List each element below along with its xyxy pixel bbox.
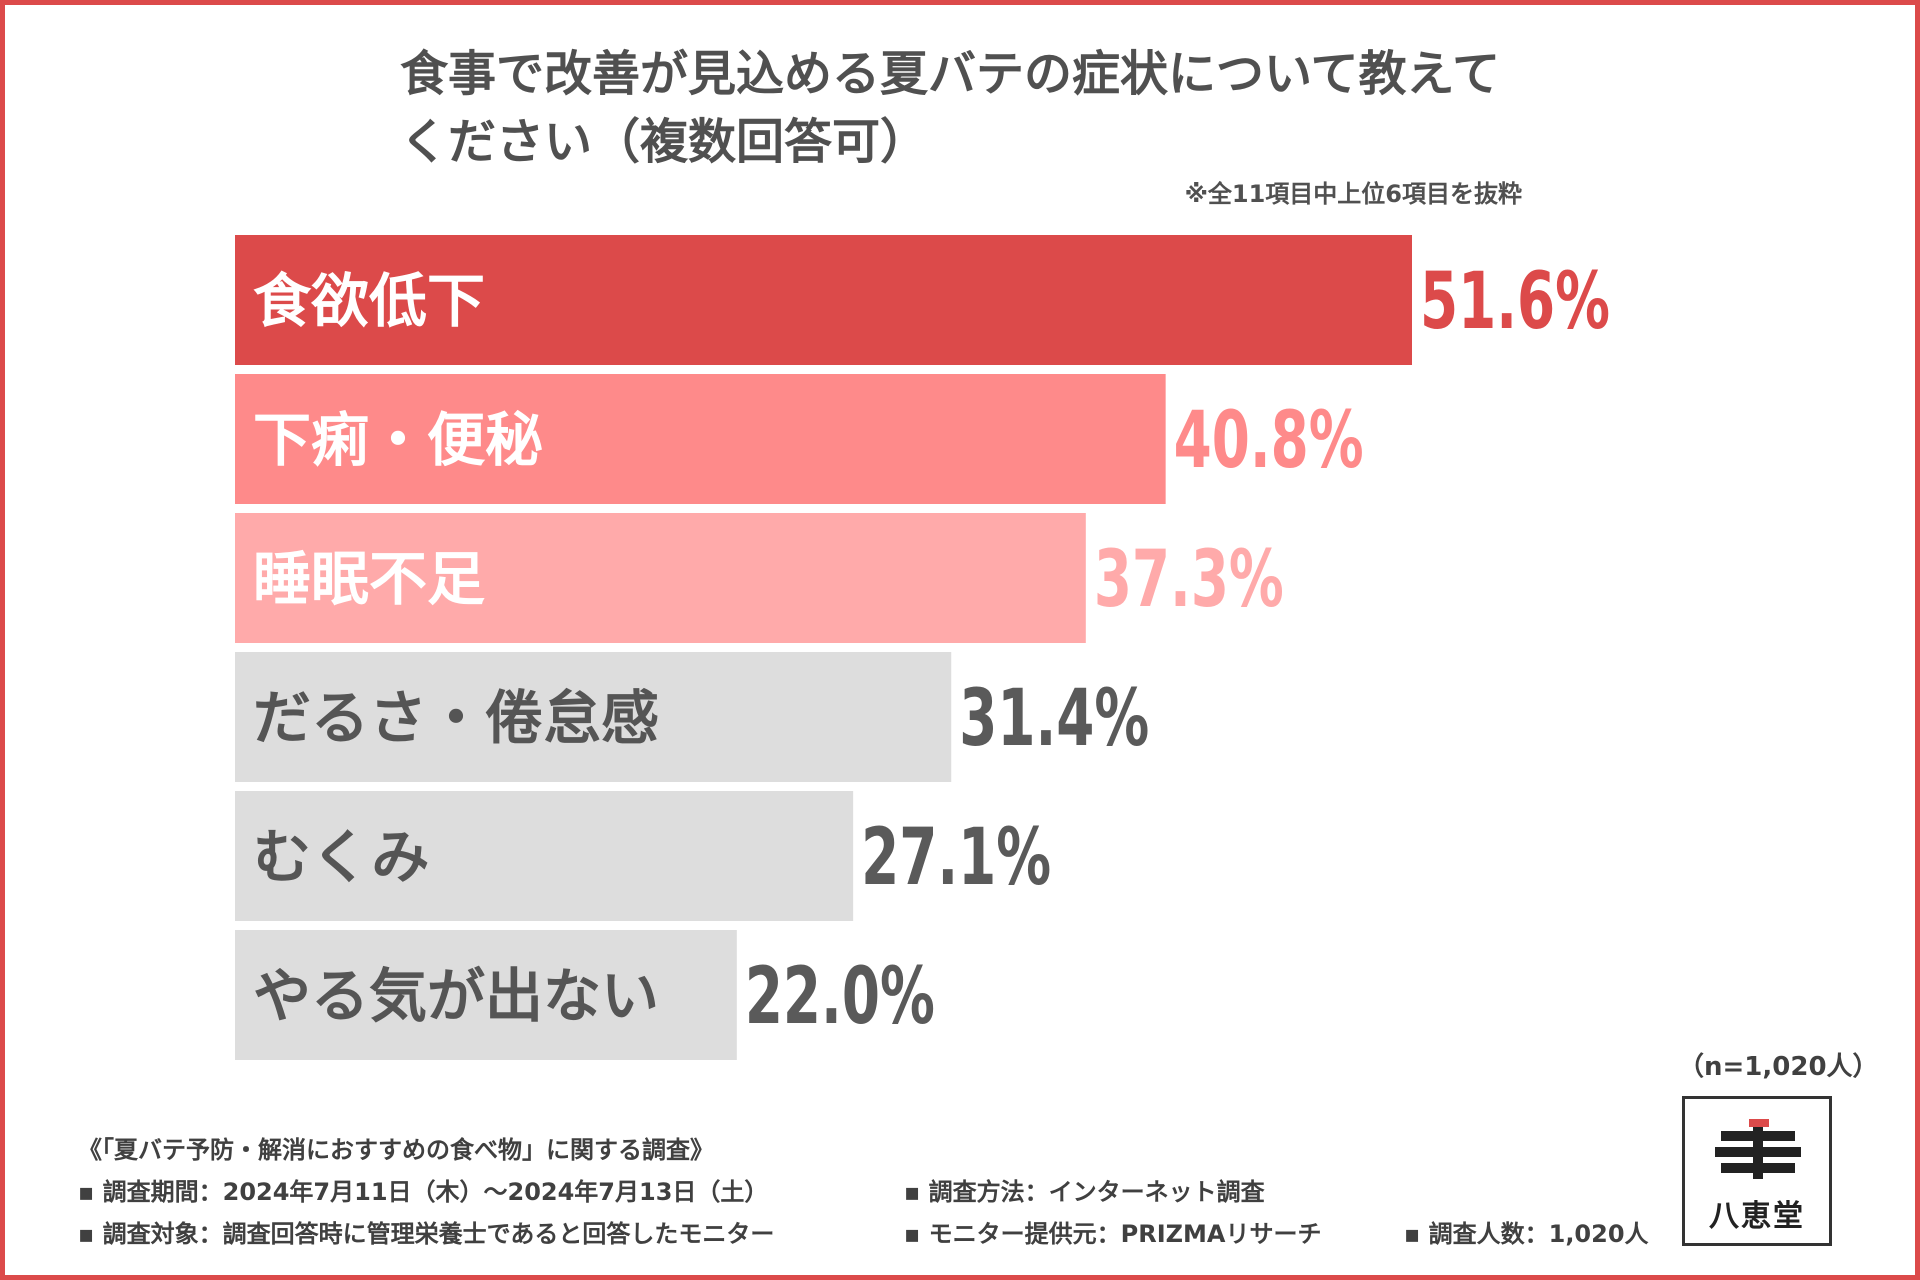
sample-size-label: （n=1,020人） [1678, 1052, 1879, 1082]
category-label-3: 睡眠不足 [253, 545, 485, 613]
survey-target: ▪ 調査対象：調査回答時に管理栄養士であると回答したモニター [78, 1220, 775, 1248]
value-label-3: 37.3% [1094, 535, 1284, 625]
value-label-4: 31.4% [959, 674, 1149, 764]
bar-2 [235, 374, 1166, 504]
category-label-6: やる気が出ない [253, 962, 659, 1030]
logo-text: 八恵堂 [1709, 1199, 1805, 1234]
survey-provider: ▪ モニター提供元：PRIZMAリサーチ [904, 1220, 1322, 1248]
survey-period: ▪ 調査期間：2024年7月11日（木）～2024年7月13日（土） [78, 1178, 769, 1206]
value-label-1: 51.6% [1420, 257, 1610, 347]
hachikeido-logo-icon [1715, 1119, 1801, 1179]
bar-6 [235, 930, 737, 1060]
category-label-2: 下痢・便秘 [253, 406, 543, 474]
survey-respondents: ▪ 調査人数：1,020人 [1404, 1220, 1649, 1248]
category-label-5: むくみ [253, 823, 429, 891]
category-label-4: だるさ・倦怠感 [253, 684, 659, 752]
bar-3 [235, 513, 1086, 643]
value-label-6: 22.0% [745, 952, 935, 1042]
category-label-1: 食欲低下 [253, 267, 485, 335]
bar-4 [235, 652, 952, 782]
survey-name: 《「夏バテ予防・解消におすすめの食べ物」に関する調査》 [78, 1136, 714, 1164]
chart-note: ※全11項目中上位6項目を抜粋 [1184, 180, 1522, 208]
brand-logo: 八恵堂 [1682, 1096, 1832, 1246]
chart-title: 食事で改善が見込める夏バテの症状について教えて ください（複数回答可） [400, 46, 1501, 170]
value-label-2: 40.8% [1174, 396, 1364, 486]
bar-1 [235, 235, 1412, 365]
bar-5 [235, 791, 854, 921]
survey-method: ▪ 調査方法：インターネット調査 [904, 1178, 1265, 1206]
value-label-5: 27.1% [861, 813, 1051, 903]
